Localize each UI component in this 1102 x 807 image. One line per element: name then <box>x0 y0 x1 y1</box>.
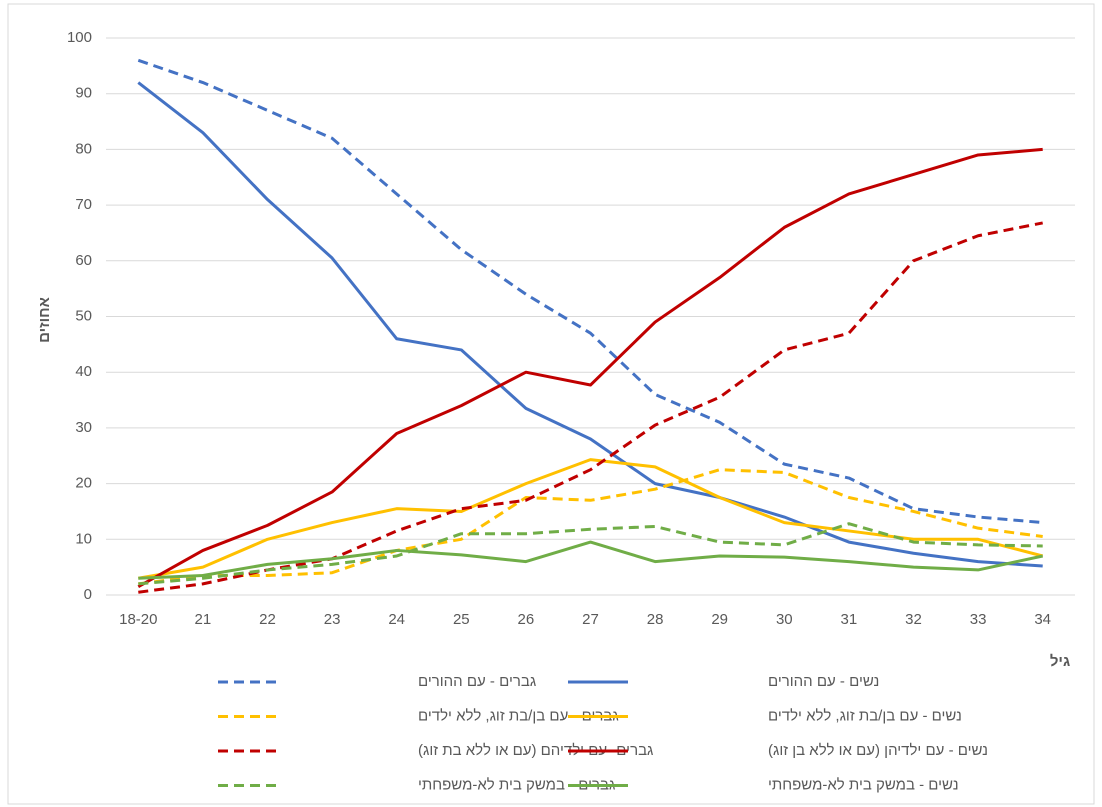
x-tick-label: 30 <box>776 611 793 628</box>
series-line <box>137 58 1043 525</box>
x-tick-label: 18-20 <box>119 611 157 628</box>
y-tick-label: 70 <box>75 196 92 213</box>
x-tick-label: 33 <box>970 611 987 628</box>
x-tick-label: 31 <box>841 611 858 628</box>
x-tick-label: 27 <box>582 611 599 628</box>
x-tick-label: 32 <box>905 611 922 628</box>
y-tick-label: 90 <box>75 85 92 102</box>
x-axis-label: גיל <box>1050 653 1070 670</box>
y-tick-label: 80 <box>75 140 92 157</box>
x-tick-label: 22 <box>259 611 276 628</box>
legend-label: גברים - עם ההורים <box>418 673 536 690</box>
y-tick-label: 40 <box>75 363 92 380</box>
legend-label: נשים - עם בן/בת זוג, ללא ילדים <box>768 707 962 724</box>
series-line <box>138 458 1044 580</box>
y-tick-label: 0 <box>84 586 92 603</box>
y-tick-label: 100 <box>67 29 92 46</box>
chart-border <box>7 3 1095 805</box>
y-tick-label: 60 <box>75 252 92 269</box>
series-line <box>138 221 1043 594</box>
legend-label: נשים - עם ההורים <box>768 673 879 690</box>
y-tick-label: 10 <box>75 530 92 547</box>
x-tick-label: 25 <box>453 611 470 628</box>
legend-label: גברים - עם בן/בת זוג, ללא ילדים <box>418 707 619 724</box>
y-tick-label: 50 <box>75 307 92 324</box>
series-line <box>138 540 1044 580</box>
x-tick-label: 34 <box>1034 611 1051 628</box>
y-axis-label: אחוזים <box>36 297 53 343</box>
x-tick-label: 24 <box>388 611 405 628</box>
series-line <box>138 522 1043 586</box>
x-tick-label: 29 <box>711 611 728 628</box>
x-tick-label: 23 <box>324 611 341 628</box>
x-tick-label: 21 <box>195 611 212 628</box>
legend-label: נשים - במשק בית לא-משפחתי <box>768 776 959 793</box>
legend-label: גברים -עם ילדיהם (עם או ללא בת זוג) <box>418 742 653 759</box>
series-line <box>138 468 1043 586</box>
x-tick-label: 28 <box>647 611 664 628</box>
y-tick-label: 30 <box>75 419 92 436</box>
x-tick-label: 26 <box>518 611 535 628</box>
series-line <box>137 81 1043 568</box>
y-tick-label: 20 <box>75 475 92 492</box>
legend-label: נשים - עם ילדיהן (עם או ללא בן זוג) <box>768 742 988 759</box>
series-line <box>137 147 1043 588</box>
legend-label: גברים - במשק בית לא-משפחתי <box>418 776 615 793</box>
